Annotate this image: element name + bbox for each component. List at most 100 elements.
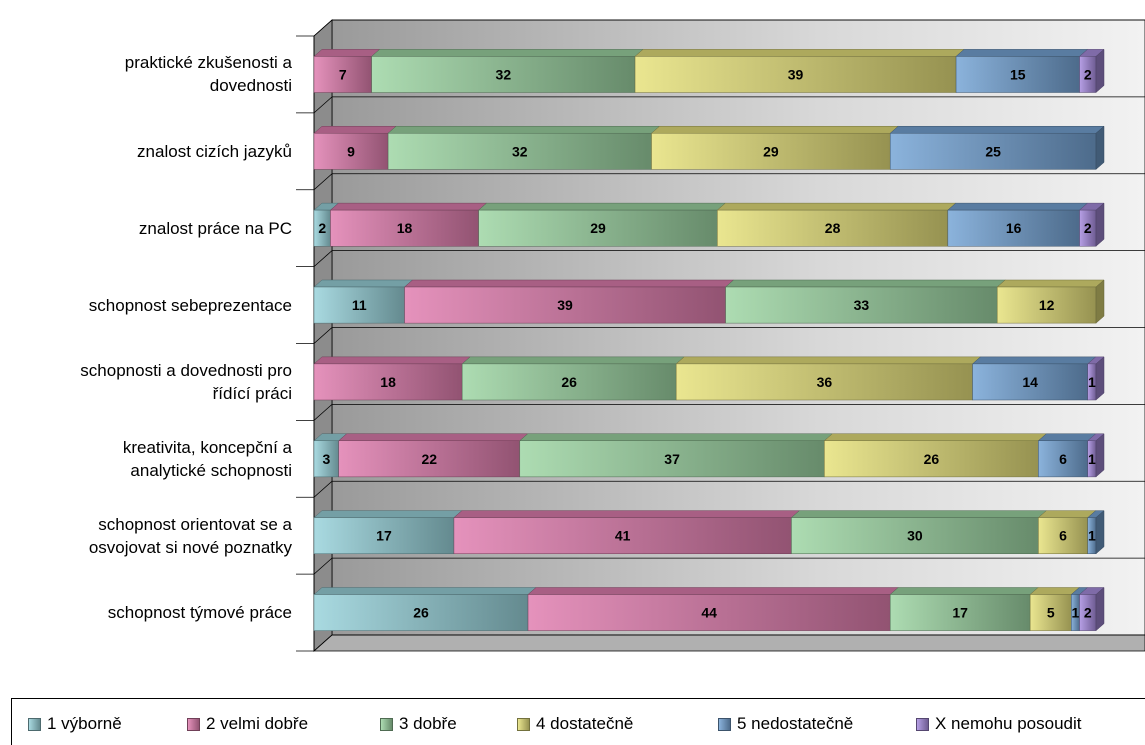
data-label: 15 [1010, 66, 1026, 82]
bar-front-face [404, 286, 726, 324]
bar-end-face [1095, 356, 1105, 401]
bar-segment [947, 202, 1089, 247]
data-label: 6 [1059, 528, 1067, 544]
data-label: 39 [788, 66, 804, 82]
gridline-depth [313, 327, 333, 344]
data-label: 3 [322, 451, 330, 467]
data-label: 17 [952, 605, 968, 621]
bar-segment [338, 433, 529, 478]
bar-top-face [634, 49, 965, 57]
data-label: 33 [854, 297, 870, 313]
legend-label: 1 výborně [47, 714, 122, 733]
bar-top-face [790, 510, 1048, 518]
category-label-line: dovednosti [209, 76, 292, 96]
bar-segment [1078, 48, 1105, 94]
bar-top-face [823, 433, 1048, 441]
bar-segment [370, 49, 644, 93]
bar-end-face [1095, 202, 1105, 247]
bar-front-face [313, 594, 529, 631]
category-label-line: schopnosti a dovednosti pro [80, 360, 292, 380]
bar-front-face [1038, 440, 1089, 478]
bar-segment [329, 202, 488, 247]
category-label: praktické zkušenosti a dovednosti [0, 51, 292, 97]
bar-end-face [1095, 279, 1105, 324]
bar-top-face [527, 587, 899, 595]
bar-top-face [1037, 510, 1097, 518]
legend: 1 výborně 2 velmi dobře 3 dobře 4 dostatečn… [11, 698, 1145, 745]
legend-item: 4 dostatečně [517, 714, 633, 734]
bar-front-face [972, 363, 1089, 401]
data-label: 39 [557, 297, 573, 313]
legend-item: X nemohu posoudit [916, 714, 1082, 734]
bar-segment [634, 49, 965, 93]
bar-segment [527, 587, 899, 631]
bar-top-face [313, 279, 414, 288]
bar-top-face [313, 587, 537, 595]
bar-front-face [387, 132, 652, 170]
bar-top-face [519, 433, 834, 441]
floor [312, 634, 1145, 652]
gridline-depth [313, 19, 333, 37]
bar-top-face [724, 279, 1006, 288]
bar-segment [1037, 510, 1097, 555]
bar-segment [996, 279, 1105, 324]
category-label-line: znalost cizích jazyků [137, 141, 292, 161]
data-label: 16 [1006, 220, 1022, 236]
data-label: 22 [421, 451, 437, 467]
bar-top-face [650, 125, 899, 134]
bar-segment [387, 125, 661, 170]
category-label-line: schopnost orientovat se a [98, 514, 292, 534]
data-label: 28 [825, 220, 841, 236]
bar-segment [461, 356, 685, 401]
bar-top-face [716, 202, 957, 211]
bar-top-face [675, 356, 982, 365]
data-label: 2 [1084, 220, 1092, 236]
bar-top-face [313, 510, 463, 518]
bar-top-face [313, 49, 381, 57]
bar-end-face [1095, 510, 1105, 555]
legend-label: 2 velmi dobře [206, 714, 309, 733]
bar-segment [1087, 510, 1105, 555]
bar-segment [313, 356, 471, 401]
category-label-line: osvojovat si nové poznatky [88, 537, 292, 557]
legend-swatch [718, 717, 731, 731]
data-label: 32 [496, 66, 512, 82]
data-label: 6 [1059, 451, 1067, 467]
category-label: schopnost orientovat se a osvojovat si no… [0, 513, 292, 559]
legend-swatch [28, 717, 41, 731]
gridline-depth [313, 96, 333, 114]
data-label: 1 [1088, 451, 1096, 467]
data-label: 36 [817, 374, 833, 390]
bar-front-face [371, 56, 636, 93]
bar-front-face [675, 363, 973, 401]
bar-top-face [313, 356, 471, 365]
data-label: 30 [907, 528, 923, 544]
bar-front-face [889, 594, 1031, 631]
data-label: 37 [664, 451, 680, 467]
bar-segment [453, 510, 801, 555]
data-label: 41 [615, 528, 631, 544]
bar-top-face [947, 202, 1089, 211]
bar-segment [971, 356, 1097, 401]
bar-front-face [527, 594, 891, 631]
bar-segment [790, 510, 1048, 555]
bar-segment [1087, 356, 1105, 401]
bar-end-face [1095, 433, 1105, 478]
legend-swatch [380, 717, 393, 731]
bar-front-face [478, 209, 718, 247]
bar-segment [313, 587, 537, 631]
plot-area [312, 19, 1145, 652]
gridline-depth [313, 250, 333, 267]
bar-front-face [1029, 594, 1072, 631]
bar-segments [313, 48, 1105, 632]
bar-top-face [403, 279, 735, 288]
data-label: 18 [380, 374, 396, 390]
bar-segment [313, 49, 381, 93]
bar-segment [403, 279, 735, 324]
data-label: 2 [318, 220, 326, 236]
data-label: 26 [924, 451, 940, 467]
legend-item: 3 dobře [380, 714, 457, 734]
bar-front-face [791, 517, 1039, 555]
bar-segment [716, 202, 957, 247]
